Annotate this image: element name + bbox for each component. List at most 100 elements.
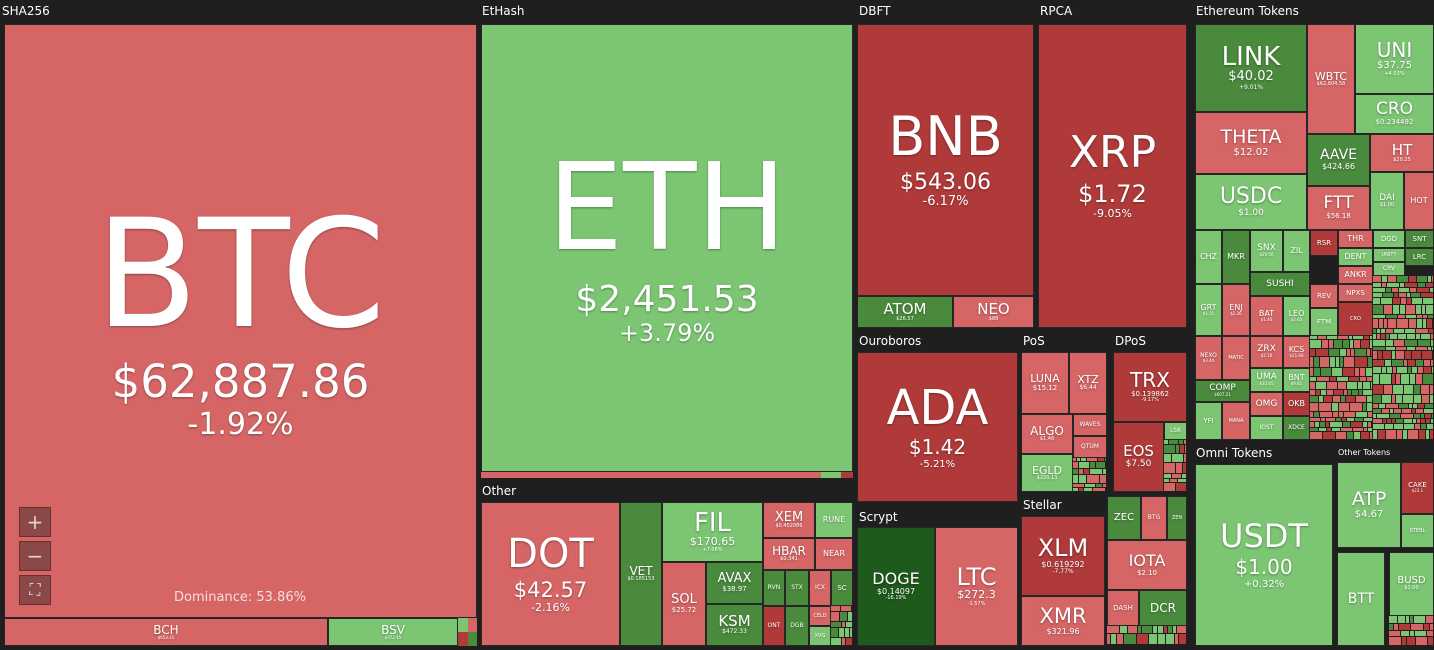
tile-okb[interactable]: OKB — [1283, 392, 1310, 416]
tile-sushi[interactable]: SUSHI — [1250, 272, 1310, 296]
tile-snx[interactable]: SNX $20.56 — [1250, 230, 1283, 272]
tile-dcr[interactable]: DCR — [1139, 590, 1187, 626]
tile-aave[interactable]: AAVE $424.66 — [1307, 134, 1370, 186]
tile-eth[interactable]: ETH $2,451.53 +3.79% — [481, 24, 853, 472]
tile-ftt[interactable]: FTT $56.18 — [1307, 186, 1370, 230]
tile-matic[interactable]: MATIC — [1222, 336, 1250, 380]
tile-grt[interactable]: GRT $1.51 — [1195, 284, 1222, 336]
tile-zrx[interactable]: ZRX $2.16 — [1250, 336, 1283, 368]
tile-xvg[interactable]: XVG — [809, 626, 831, 646]
tile-bch[interactable]: BCH $653.31 — [4, 618, 328, 646]
tile-vet[interactable]: VET $0.185153 — [620, 502, 662, 646]
tile-btc[interactable]: BTC $62,887.86 -1.92% — [4, 24, 477, 618]
tile-bnt[interactable]: BNT $9.81 — [1283, 368, 1310, 392]
tile-mana[interactable]: MANA — [1222, 402, 1250, 440]
tile-ont[interactable]: ONT — [763, 606, 785, 646]
tile-ankr[interactable]: ANKR — [1338, 266, 1373, 284]
tile-usdc[interactable]: USDC $1.00 — [1195, 174, 1307, 230]
tile-algo[interactable]: ALGO $1.46 — [1021, 414, 1073, 454]
tile-avax[interactable]: AVAX $38.97 — [706, 562, 763, 604]
tile-usdt[interactable]: USDT $1.00 +0.32% — [1195, 464, 1333, 646]
tile-leo[interactable]: LEO $2.65 — [1283, 296, 1310, 336]
tile-sc[interactable]: SC — [831, 570, 853, 606]
tile-trx[interactable]: TRX $0.139862 -9.17% — [1113, 352, 1187, 422]
tile-iota[interactable]: IOTA $2.10 — [1107, 540, 1187, 590]
tile-crv[interactable]: CRV — [1373, 262, 1405, 276]
tile-rvn[interactable]: RVN — [763, 570, 785, 606]
tile-rsr[interactable]: RSR — [1310, 230, 1338, 256]
tile-zil[interactable]: ZIL — [1283, 230, 1310, 272]
tile-rune[interactable]: RUNE — [815, 502, 853, 538]
tile-xrp[interactable]: XRP $1.72 -9.05% — [1038, 24, 1187, 328]
tile-bat[interactable]: BAT $1.40 — [1250, 296, 1283, 336]
tile-mkr[interactable]: MKR — [1222, 230, 1250, 284]
tile-lsk[interactable]: LSK — [1164, 422, 1187, 440]
tile-dai[interactable]: DAI $1.00 — [1370, 172, 1404, 230]
tile-lrc[interactable]: LRC — [1405, 248, 1434, 266]
tile-dot[interactable]: DOT $42.57 -2.16% — [481, 502, 620, 646]
tile-ada[interactable]: ADA $1.42 -5.21% — [857, 352, 1018, 502]
tile-doge[interactable]: DOGE $0.14097 -16.19% — [857, 527, 935, 646]
tile-zen[interactable]: ZEN — [1167, 496, 1187, 540]
tile-rev[interactable]: REV — [1310, 284, 1338, 308]
tile-ksm[interactable]: KSM $472.33 — [706, 604, 763, 646]
tile-dent[interactable]: DENT — [1338, 248, 1373, 266]
tile-cro2[interactable]: CRO — [1338, 302, 1373, 336]
tile-uni[interactable]: UNI $37.75 +4.03% — [1355, 24, 1434, 94]
tile-bsv[interactable]: BSV $372.15 — [328, 618, 458, 646]
tile-bnb[interactable]: BNB $543.06 -6.17% — [857, 24, 1034, 296]
tile-comp[interactable]: COMP $607.21 — [1195, 380, 1250, 402]
tile-nexo[interactable]: NEXO $3.44 — [1195, 336, 1222, 380]
tile-ht[interactable]: HT $20.25 — [1370, 134, 1434, 172]
tile-yfi[interactable]: YFI — [1195, 402, 1222, 440]
tile-xlm[interactable]: XLM $0.619292 -7.77% — [1021, 516, 1105, 596]
tile-eos[interactable]: EOS $7.50 — [1113, 422, 1164, 492]
tile-xtz[interactable]: XTZ $6.44 — [1069, 352, 1107, 414]
tile-link[interactable]: LINK $40.02 +9.01% — [1195, 24, 1307, 112]
tile-iost[interactable]: IOST — [1250, 416, 1283, 440]
tile-wbtc[interactable]: WBTC $62,804.58 — [1307, 24, 1355, 134]
tile-egld[interactable]: EGLD $220.13 — [1021, 454, 1073, 492]
tile-uma[interactable]: UMA $32.65 — [1250, 368, 1283, 392]
tile-btg[interactable]: BTG — [1141, 496, 1167, 540]
tile-cro[interactable]: CRO $0.234492 — [1355, 94, 1434, 134]
fullscreen-icon[interactable]: ⛶ — [19, 575, 51, 605]
tile-omg[interactable]: OMG — [1250, 392, 1283, 416]
tile-enj[interactable]: ENJ $2.36 — [1222, 284, 1250, 336]
tile-ltc[interactable]: LTC $272.3 -1.57% — [935, 527, 1018, 646]
tile-celo[interactable]: CELO — [809, 606, 831, 626]
tile-xem[interactable]: XEM $0.452086 — [763, 502, 815, 538]
tile-dash[interactable]: DASH — [1107, 590, 1139, 626]
tile-atom[interactable]: ATOM $26.57 — [857, 296, 953, 328]
tile-kcs[interactable]: KCS $21.68 — [1283, 336, 1310, 368]
tile-npxs[interactable]: NPXS — [1338, 284, 1373, 302]
tile-snt[interactable]: SNT — [1405, 230, 1434, 248]
tile-xmr[interactable]: XMR $321.96 — [1021, 596, 1105, 646]
tile-dgb[interactable]: DGB — [785, 606, 809, 646]
zoom-out-button[interactable]: − — [19, 541, 51, 571]
tile-sol[interactable]: SOL $25.72 — [662, 562, 706, 646]
tile-chz[interactable]: CHZ — [1195, 230, 1222, 284]
tile-hbar[interactable]: HBAR $0.341 — [763, 538, 815, 570]
tile-xdce[interactable]: XDCE — [1283, 416, 1310, 440]
tile-qtum[interactable]: QTUM — [1073, 436, 1107, 458]
tile-hot[interactable]: HOT — [1404, 172, 1434, 230]
tile-icx[interactable]: ICX — [809, 570, 831, 606]
tile-btt[interactable]: BTT — [1337, 552, 1385, 646]
tile-waves[interactable]: WAVES — [1073, 414, 1107, 436]
tile-stebl[interactable]: STEBL — [1401, 514, 1434, 548]
tile-busd[interactable]: BUSD $1.00 — [1389, 552, 1434, 616]
tile-stx[interactable]: STX — [785, 570, 809, 606]
tile-dgd[interactable]: DGD — [1373, 230, 1405, 248]
tile-neo[interactable]: NEO $88 — [953, 296, 1034, 328]
tile-thr[interactable]: THR — [1338, 230, 1373, 248]
tile-theta[interactable]: THETA $12.02 — [1195, 112, 1307, 174]
tile-luna[interactable]: LUNA $15.12 — [1021, 352, 1069, 414]
tile-atp[interactable]: ATP $4.67 — [1337, 462, 1401, 548]
tile-cake[interactable]: CAKE $23.1 — [1401, 462, 1434, 514]
tile-fil[interactable]: FIL $170.65 +7.06% — [662, 502, 763, 562]
tile-ftm[interactable]: FTM — [1310, 308, 1338, 336]
tile-unity[interactable]: UNITY — [1373, 248, 1405, 262]
tile-near[interactable]: NEAR — [815, 538, 853, 570]
zoom-in-button[interactable]: + — [19, 507, 51, 537]
